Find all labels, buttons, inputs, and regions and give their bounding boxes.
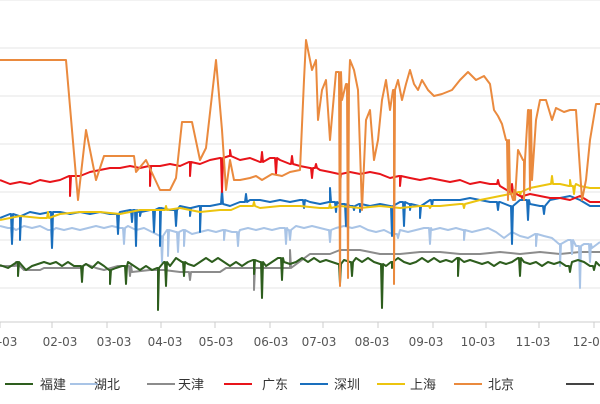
x-tick-label: 07-03: [302, 335, 337, 349]
x-tick-label: 01-03: [0, 335, 17, 349]
series-line-2: [0, 225, 600, 289]
series-line-6: [0, 175, 600, 221]
x-tick-label: 04-03: [148, 335, 183, 349]
legend-label: 湖北: [94, 378, 120, 393]
x-tick-label: 05-03: [199, 335, 234, 349]
legend-label: 福建: [40, 378, 66, 393]
series-line-4: [0, 149, 600, 203]
x-tick-label: 06-03: [254, 335, 289, 349]
x-tick-label: 08-03: [355, 335, 390, 349]
x-tick-label: 10-03: [461, 335, 496, 349]
x-tick-label: 12-03: [573, 335, 600, 349]
legend-label: 深圳: [334, 378, 360, 393]
series-line-5: [0, 187, 600, 249]
legend-label: 天津: [178, 378, 204, 393]
x-tick-label: 02-03: [43, 335, 78, 349]
legend: 福建 湖北 天津 广东 深圳 上海 北京: [5, 378, 594, 393]
x-tick-label: 09-03: [409, 335, 444, 349]
series-line-7: [0, 39, 600, 287]
x-axis: 01-03 02-03 03-03 04-03 05-03 06-03 07-03 08-03…: [0, 321, 600, 349]
series-line-3: [0, 249, 600, 291]
legend-label: 广东: [262, 378, 288, 393]
legend-label: 上海: [410, 378, 436, 393]
x-tick-label: 03-03: [97, 335, 132, 349]
grid: [0, 0, 600, 289]
legend-label: 北京: [488, 378, 514, 393]
series-layer: [0, 39, 600, 311]
x-tick-label: 11-03: [516, 335, 551, 349]
series-line-1: [0, 257, 600, 311]
